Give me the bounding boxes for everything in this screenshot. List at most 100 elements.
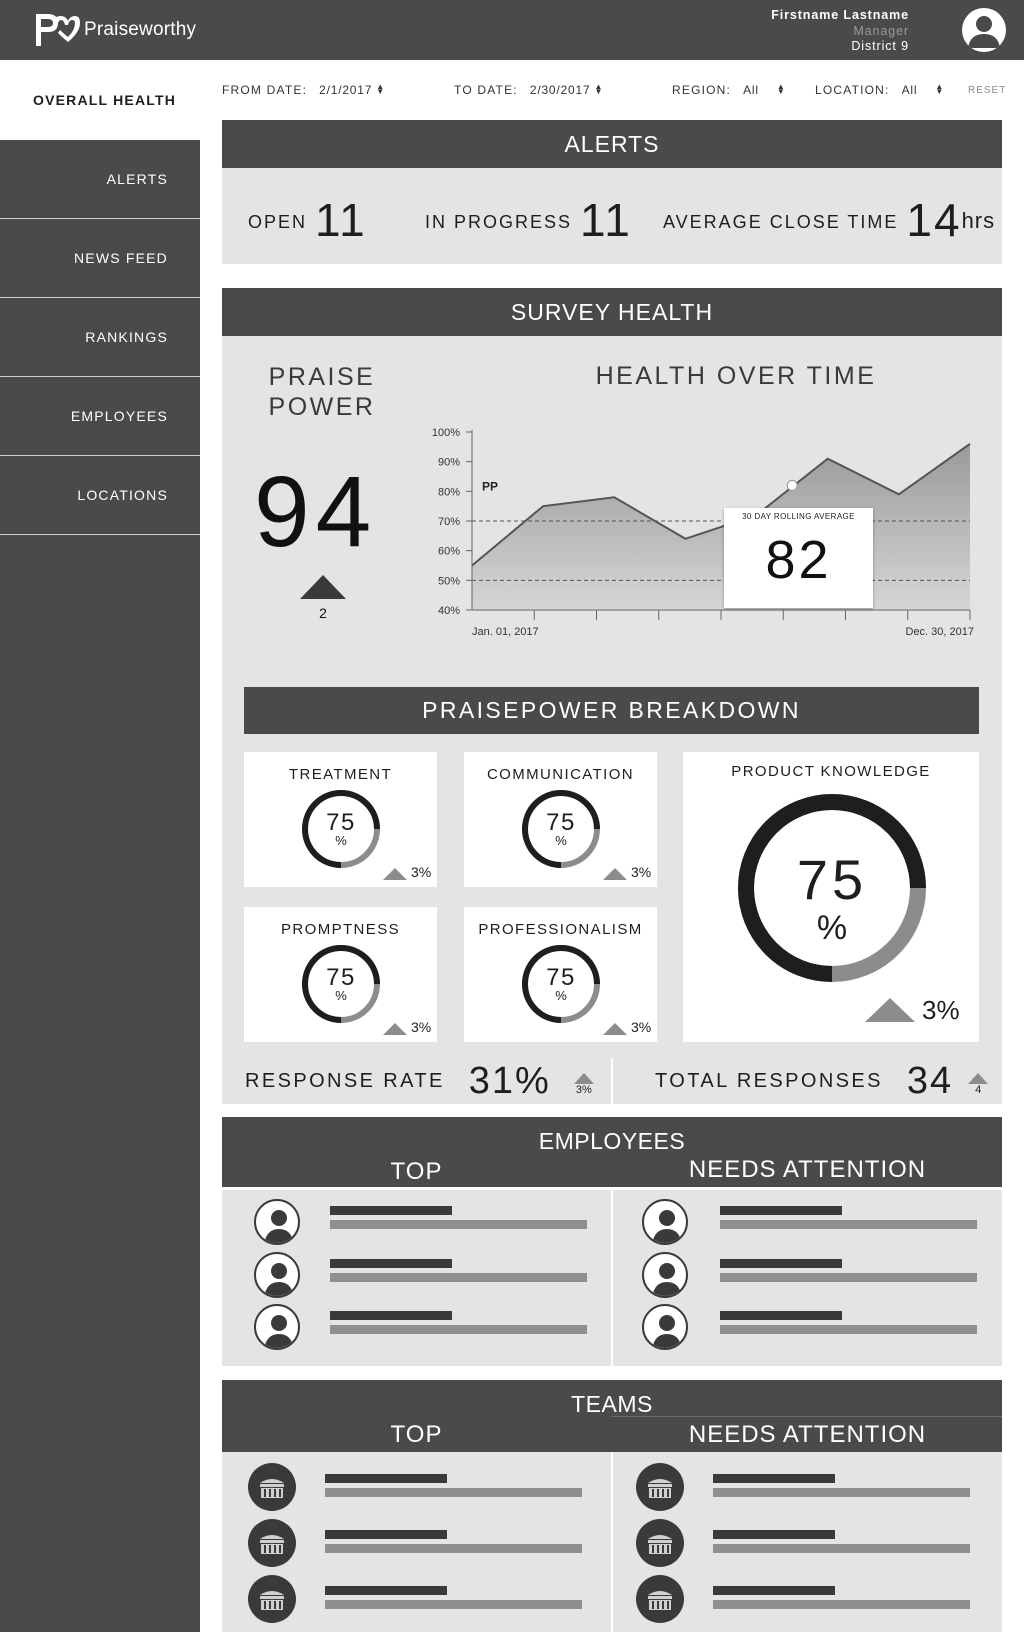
location-filter[interactable]: LOCATION: All ▲ ▼ [815, 81, 945, 97]
praise-power-title-line2: POWER [268, 393, 376, 421]
employee-avatar[interactable] [642, 1304, 688, 1350]
region-select-icon[interactable]: ▲ ▼ [776, 81, 786, 96]
team-name-placeholder[interactable] [325, 1474, 447, 1483]
sidebar-item-news-feed[interactable]: NEWS FEED [0, 219, 200, 298]
team-avatar[interactable] [248, 1575, 296, 1623]
pp-line [471, 443, 971, 567]
sidebar-item-rankings[interactable]: RANKINGS [0, 298, 200, 377]
highlight-point[interactable] [786, 479, 798, 491]
team-avatar[interactable] [248, 1519, 296, 1567]
professionalism-value: 75 [546, 964, 576, 991]
region-filter[interactable]: REGION: All ▲ ▼ [672, 81, 786, 97]
sidebar-item-employees[interactable]: EMPLOYEES [0, 377, 200, 456]
team-avatar[interactable] [636, 1575, 684, 1623]
trend-up-icon [865, 998, 915, 1022]
employee-name-placeholder[interactable] [330, 1311, 452, 1320]
breakdown-card-professionalism[interactable]: PROFESSIONALISM 75 % 3% [464, 907, 657, 1042]
employee-avatar[interactable] [642, 1252, 688, 1298]
alerts-open[interactable]: OPEN 11 [248, 193, 367, 247]
health-over-time-title: HEALTH OVER TIME [595, 362, 877, 390]
employee-name-placeholder[interactable] [720, 1311, 842, 1320]
breakdown-header: PRAISEPOWER BREAKDOWN [244, 687, 979, 734]
card-title-promptness: PROMPTNESS [280, 921, 400, 938]
employee-avatar[interactable] [642, 1199, 688, 1245]
team-name-placeholder[interactable] [325, 1586, 447, 1595]
team-avatar[interactable] [636, 1463, 684, 1511]
health-over-time-chart[interactable]: 100% 90% 80% 70% 60% 50% 40% Jan. 01, 2017 Dec. … [420, 420, 980, 640]
employee-detail-placeholder [330, 1273, 587, 1282]
alerts-in-progress[interactable]: IN PROGRESS 11 [425, 193, 632, 247]
to-date-filter[interactable]: TO DATE: 2/30/2017 ▲ ▼ [454, 81, 604, 97]
team-name-placeholder[interactable] [713, 1530, 835, 1539]
region-label: REGION: [672, 83, 732, 97]
team-avatar[interactable] [636, 1519, 684, 1567]
response-rate-label: RESPONSE RATE [245, 1069, 445, 1092]
total-responses-value: 34 [906, 1059, 954, 1102]
product-knowledge-delta-value: 3% [922, 995, 960, 1025]
sidebar-item-alerts[interactable]: ALERTS [0, 140, 200, 219]
card-title-treatment: TREATMENT [288, 766, 393, 783]
praise-power-value: 94 [254, 456, 378, 568]
ring-fill [522, 790, 600, 868]
sidebar: OVERALL HEALTH ALERTS NEWS FEED RANKINGS… [0, 60, 200, 1632]
communication-ring [522, 790, 600, 868]
sidebar-item-locations[interactable]: LOCATIONS [0, 456, 200, 535]
team-name-placeholder[interactable] [713, 1474, 835, 1483]
sidebar-item-overall-health[interactable]: OVERALL HEALTH [0, 60, 200, 140]
breakdown-card-product-knowledge[interactable]: PRODUCT KNOWLEDGE 75 % 3% [683, 752, 979, 1042]
alerts-average-close-time[interactable]: AVERAGE CLOSE TIME 14hrs [663, 193, 995, 247]
employee-name-placeholder[interactable] [330, 1206, 452, 1215]
user-info[interactable]: Firstname Lastname Manager District 9 [771, 8, 909, 55]
communication-value: 75 [546, 809, 576, 836]
trend-up-icon [383, 1023, 407, 1035]
location-value[interactable]: All [901, 83, 918, 97]
communication-unit: % [555, 833, 567, 848]
team-detail-placeholder [325, 1488, 582, 1497]
survey-health-header: SURVEY HEALTH [222, 288, 1002, 336]
from-date-stepper-icon[interactable]: ▲ ▼ [376, 81, 386, 96]
employee-name-placeholder[interactable] [720, 1259, 842, 1268]
response-divider [611, 1058, 613, 1104]
promptness-unit: % [335, 988, 347, 1003]
y-tick-label: 100% [432, 427, 460, 439]
user-role: Manager [853, 23, 909, 38]
y-tick-label: 90% [438, 457, 460, 469]
employee-avatar[interactable] [254, 1199, 300, 1245]
breakdown-card-promptness[interactable]: PROMPTNESS 75 % 3% [244, 907, 437, 1042]
team-avatar[interactable] [248, 1463, 296, 1511]
brand-logo[interactable]: Praiseworthy [34, 12, 196, 48]
y-tick-label: 50% [438, 575, 460, 587]
response-rate-delta-value: 3% [575, 1083, 592, 1096]
employees-header: EMPLOYEES [222, 1117, 1002, 1187]
alerts-close-label: AVERAGE CLOSE TIME [663, 212, 899, 232]
team-detail-placeholder [713, 1544, 970, 1553]
response-rate-delta: 3% [573, 1072, 595, 1096]
employee-detail-placeholder [330, 1325, 587, 1334]
reset-button[interactable]: RESET [968, 85, 1007, 96]
trend-up-icon [603, 868, 627, 880]
breakdown-card-communication[interactable]: COMMUNICATION 75 % 3% [464, 752, 657, 887]
breakdown-card-treatment[interactable]: TREATMENT 75 % 3% [244, 752, 437, 887]
team-name-placeholder[interactable] [713, 1586, 835, 1595]
building-icon [648, 1535, 672, 1554]
location-select-icon[interactable]: ▲ ▼ [935, 81, 945, 96]
region-value[interactable]: All [743, 83, 759, 97]
tooltip-value: 82 [765, 530, 832, 590]
user-avatar[interactable] [962, 8, 1006, 52]
employee-name-placeholder[interactable] [330, 1259, 452, 1268]
team-name-placeholder[interactable] [325, 1530, 447, 1539]
from-date-filter[interactable]: FROM DATE: 2/1/2017 ▲ ▼ [222, 81, 386, 97]
team-detail-placeholder [713, 1600, 970, 1609]
to-date-stepper-icon[interactable]: ▲ ▼ [594, 81, 604, 96]
employees-needs-attention-title: NEEDS ATTENTION [688, 1156, 927, 1183]
from-date-value[interactable]: 2/1/2017 [319, 83, 373, 97]
employee-avatar[interactable] [254, 1304, 300, 1350]
trend-up-icon [968, 1072, 989, 1084]
promptness-delta-value: 3% [411, 1019, 432, 1035]
product-knowledge-unit: % [816, 909, 848, 947]
user-name: Firstname Lastname [771, 8, 909, 22]
employee-avatar[interactable] [254, 1252, 300, 1298]
to-date-value[interactable]: 2/30/2017 [529, 83, 591, 97]
employee-name-placeholder[interactable] [720, 1206, 842, 1215]
card-title-communication: COMMUNICATION [486, 766, 635, 783]
